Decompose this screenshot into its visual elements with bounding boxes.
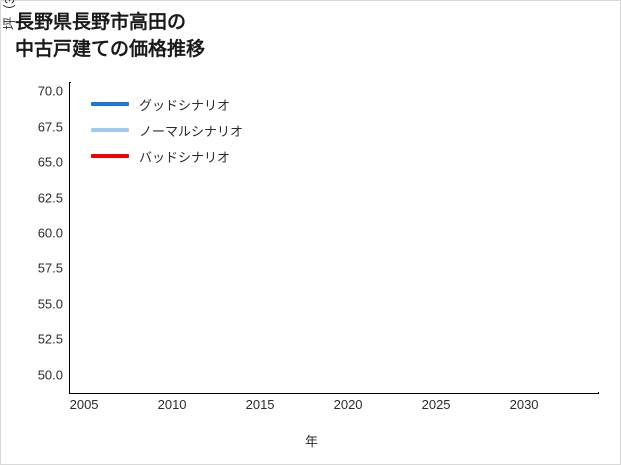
y-tick-label: 57.5 [37, 260, 63, 276]
legend-label: バッドシナリオ [139, 149, 231, 165]
y-tick-label: 52.5 [37, 331, 63, 347]
legend-item-1[interactable]: ノーマルシナリオ [91, 117, 301, 143]
y-tick-label: 60.0 [37, 225, 63, 241]
x-tick-label: 2020 [333, 397, 363, 412]
legend-label: グッドシナリオ [139, 97, 231, 113]
x-axis-line [69, 392, 599, 394]
x-tick-label: 2010 [157, 397, 187, 412]
x-tick-label: 2025 [421, 397, 451, 412]
chart-legend: グッドシナリオ ノーマルシナリオ バッドシナリオ [91, 91, 301, 169]
x-tick-label: 2005 [69, 397, 99, 412]
plot-area [70, 83, 598, 393]
plot-background [70, 83, 598, 393]
y-tick-label: 67.5 [37, 119, 63, 135]
y-axis-label-text: 坪（3.3㎡）単価（万円） [0, 0, 18, 30]
legend-item-0[interactable]: グッドシナリオ [91, 91, 301, 117]
x-axis-label: 年 [304, 434, 318, 449]
legend-color-swatch [91, 102, 129, 106]
legend-label: ノーマルシナリオ [139, 123, 244, 139]
y-tick-label: 50.0 [37, 367, 63, 383]
legend-color-swatch [91, 128, 129, 132]
y-tick-label: 55.0 [37, 296, 63, 312]
y-tick-label: 62.5 [37, 190, 63, 206]
x-tick-label: 2030 [509, 397, 539, 412]
y-axis-label: 坪（3.3㎡）単価（万円） [0, 0, 18, 96]
legend-item-2[interactable]: バッドシナリオ [91, 143, 301, 169]
x-tick-label: 2015 [245, 397, 275, 412]
legend-color-swatch [91, 154, 129, 158]
y-tick-label: 70.0 [37, 83, 63, 99]
y-tick-label: 65.0 [37, 154, 63, 170]
page-title: 長野県長野市高田の 中古戸建ての価格推移 [15, 12, 206, 60]
